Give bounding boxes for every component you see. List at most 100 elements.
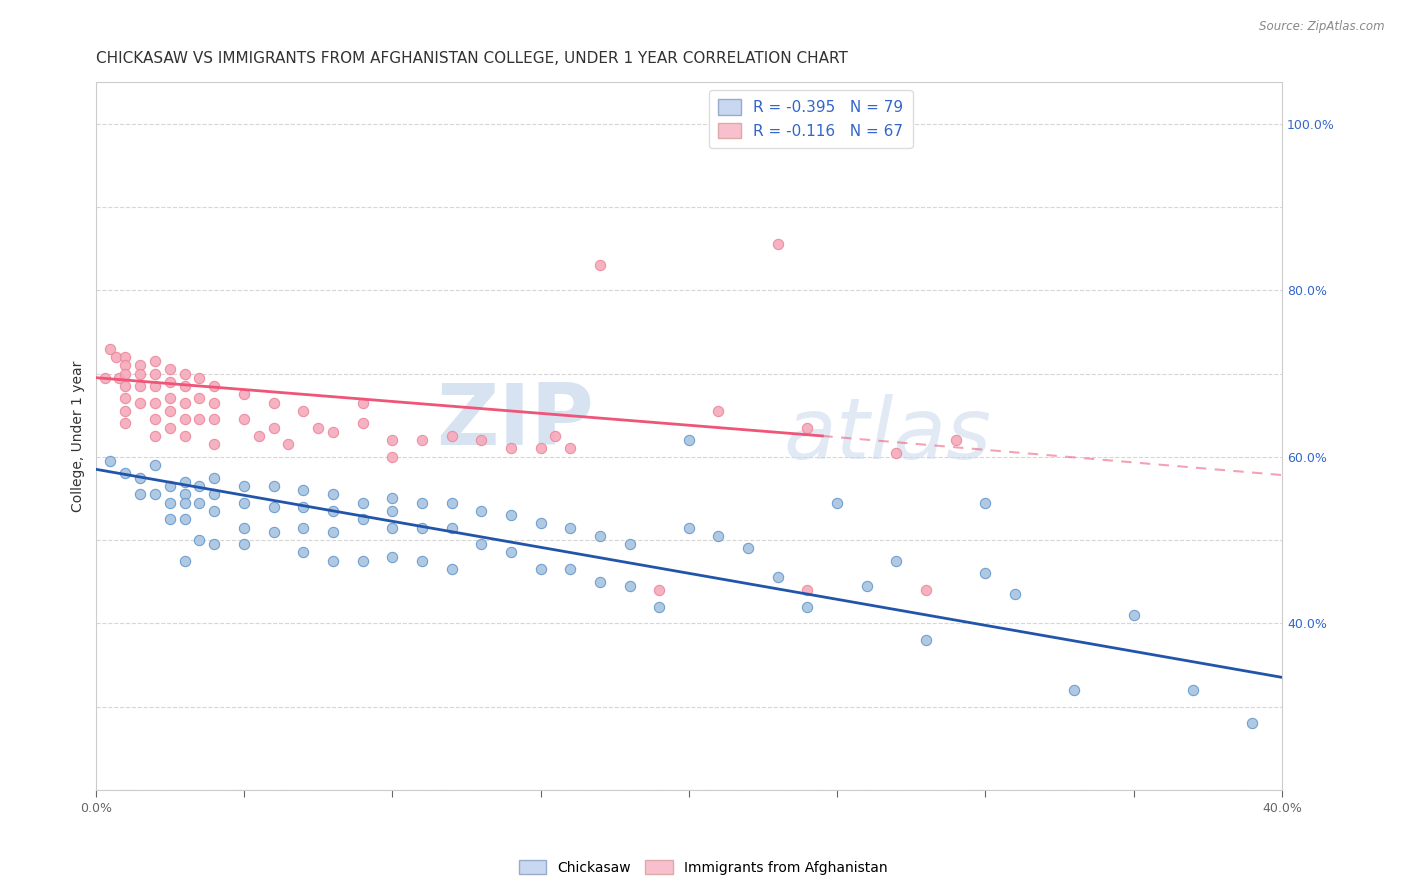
- Point: [202, 395, 225, 409]
- Point: [263, 395, 285, 409]
- Point: [974, 495, 997, 509]
- Point: [129, 367, 152, 381]
- Text: CHICKASAW VS IMMIGRANTS FROM AFGHANISTAN COLLEGE, UNDER 1 YEAR CORRELATION CHART: CHICKASAW VS IMMIGRANTS FROM AFGHANISTAN…: [96, 51, 848, 66]
- Point: [233, 387, 256, 401]
- Point: [648, 582, 671, 597]
- Point: [915, 632, 938, 647]
- Point: [188, 412, 211, 426]
- Point: [143, 487, 166, 501]
- Point: [188, 533, 211, 547]
- Point: [173, 487, 195, 501]
- Point: [322, 554, 344, 568]
- Point: [292, 545, 315, 559]
- Point: [381, 433, 404, 447]
- Point: [499, 545, 522, 559]
- Point: [470, 504, 492, 518]
- Point: [233, 495, 256, 509]
- Point: [143, 367, 166, 381]
- Point: [93, 370, 115, 384]
- Y-axis label: College, Under 1 year: College, Under 1 year: [72, 360, 86, 512]
- Point: [159, 420, 181, 434]
- Point: [233, 412, 256, 426]
- Point: [173, 495, 195, 509]
- Point: [292, 520, 315, 534]
- Point: [159, 392, 181, 406]
- Point: [143, 458, 166, 472]
- Point: [129, 470, 152, 484]
- Point: [707, 404, 730, 418]
- Point: [292, 500, 315, 514]
- Point: [1063, 682, 1085, 697]
- Point: [173, 412, 195, 426]
- Point: [470, 433, 492, 447]
- Point: [114, 350, 136, 364]
- Point: [1004, 587, 1026, 601]
- Point: [292, 483, 315, 497]
- Point: [143, 412, 166, 426]
- Point: [974, 566, 997, 581]
- Point: [352, 395, 374, 409]
- Point: [1182, 682, 1205, 697]
- Point: [173, 367, 195, 381]
- Point: [159, 479, 181, 493]
- Point: [619, 579, 641, 593]
- Point: [263, 500, 285, 514]
- Point: [796, 420, 818, 434]
- Point: [381, 504, 404, 518]
- Point: [381, 491, 404, 506]
- Point: [589, 529, 612, 543]
- Legend: R = -0.395   N = 79, R = -0.116   N = 67: R = -0.395 N = 79, R = -0.116 N = 67: [709, 90, 912, 148]
- Point: [470, 537, 492, 551]
- Point: [129, 487, 152, 501]
- Point: [322, 487, 344, 501]
- Point: [766, 237, 789, 252]
- Point: [589, 574, 612, 589]
- Point: [886, 554, 908, 568]
- Point: [381, 520, 404, 534]
- Point: [105, 350, 128, 364]
- Point: [411, 433, 433, 447]
- Point: [263, 420, 285, 434]
- Point: [544, 429, 567, 443]
- Point: [202, 379, 225, 393]
- Point: [114, 358, 136, 372]
- Point: [411, 495, 433, 509]
- Text: ZIP: ZIP: [436, 380, 593, 463]
- Point: [352, 554, 374, 568]
- Point: [678, 520, 700, 534]
- Point: [277, 437, 299, 451]
- Point: [499, 508, 522, 522]
- Point: [352, 495, 374, 509]
- Point: [440, 562, 463, 576]
- Point: [855, 579, 877, 593]
- Point: [114, 404, 136, 418]
- Text: atlas: atlas: [783, 394, 991, 477]
- Point: [560, 562, 582, 576]
- Point: [648, 599, 671, 614]
- Point: [440, 520, 463, 534]
- Point: [352, 417, 374, 431]
- Point: [173, 554, 195, 568]
- Point: [1241, 716, 1264, 731]
- Point: [737, 541, 759, 556]
- Point: [129, 395, 152, 409]
- Point: [159, 375, 181, 389]
- Point: [322, 504, 344, 518]
- Legend: Chickasaw, Immigrants from Afghanistan: Chickasaw, Immigrants from Afghanistan: [513, 855, 893, 880]
- Point: [292, 404, 315, 418]
- Point: [529, 562, 551, 576]
- Point: [188, 479, 211, 493]
- Point: [188, 392, 211, 406]
- Point: [1122, 607, 1144, 622]
- Point: [233, 537, 256, 551]
- Point: [560, 520, 582, 534]
- Point: [499, 442, 522, 456]
- Point: [202, 504, 225, 518]
- Point: [915, 582, 938, 597]
- Point: [440, 495, 463, 509]
- Point: [886, 445, 908, 459]
- Point: [114, 467, 136, 481]
- Point: [825, 495, 848, 509]
- Point: [114, 379, 136, 393]
- Point: [411, 520, 433, 534]
